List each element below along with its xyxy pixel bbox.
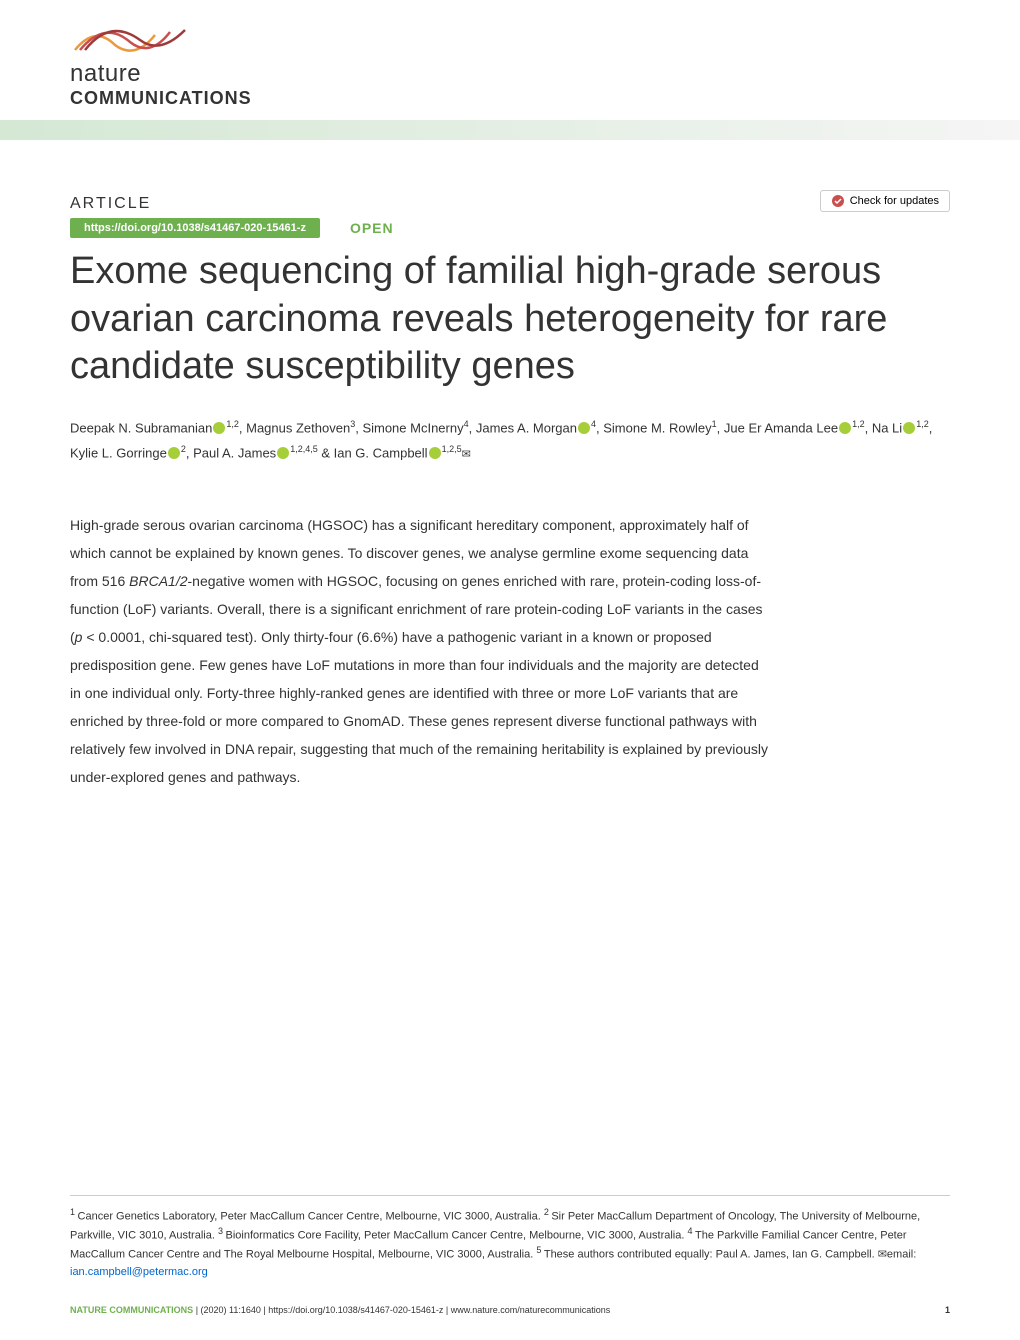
open-access-label: OPEN — [350, 220, 394, 236]
orcid-icon[interactable] — [168, 447, 180, 459]
corresponding-icon: ✉ — [462, 448, 471, 460]
orcid-icon[interactable] — [277, 447, 289, 459]
abstract-text: High-grade serous ovarian carcinoma (HGS… — [70, 511, 770, 791]
affiliations-block: 1 Cancer Genetics Laboratory, Peter MacC… — [70, 1195, 950, 1280]
affil-sup: 1,2 — [916, 419, 929, 429]
page-number: 1 — [945, 1305, 950, 1315]
affil-text: Bioinformatics Core Facility, Peter MacC… — [225, 1230, 684, 1242]
orcid-icon[interactable] — [839, 422, 851, 434]
affil-sup: 1,2,5 — [442, 444, 462, 454]
author: Kylie L. Gorringe — [70, 445, 167, 460]
corresponding-email[interactable]: ian.campbell@petermac.org — [70, 1266, 208, 1278]
affil-sup: 1 — [712, 419, 717, 429]
author: James A. Morgan — [476, 420, 577, 435]
logo-nature-text: nature — [70, 60, 270, 88]
footer-citation: (2020) 11:1640 | https://doi.org/10.1038… — [201, 1305, 611, 1315]
logo-wave-icon — [70, 20, 210, 55]
orcid-icon[interactable] — [429, 447, 441, 459]
author: Simone McInerny — [362, 420, 463, 435]
author-list: Deepak N. Subramanian1,2, Magnus Zethove… — [70, 416, 950, 466]
orcid-icon[interactable] — [578, 422, 590, 434]
author: Simone M. Rowley — [603, 420, 711, 435]
footer-journal: NATURE COMMUNICATIONS — [70, 1305, 193, 1315]
email-label: email: — [887, 1249, 916, 1261]
author: Jue Er Amanda Lee — [724, 420, 838, 435]
affil-text: These authors contributed equally: Paul … — [544, 1249, 875, 1261]
author: Na Li — [872, 420, 902, 435]
abstract-part: < 0.0001, chi-squared test). Only thirty… — [70, 629, 768, 785]
page-footer: NATURE COMMUNICATIONS | (2020) 11:1640 |… — [70, 1305, 950, 1315]
affil-sup: 1,2 — [852, 419, 865, 429]
author: Paul A. James — [193, 445, 276, 460]
affil-sup: 2 — [181, 444, 186, 454]
envelope-icon: ✉ — [878, 1249, 887, 1261]
affil-num: 1 — [70, 1207, 78, 1217]
article-section-label: ARTICLE — [70, 195, 950, 213]
affil-sup: 4 — [464, 419, 469, 429]
affil-text: Cancer Genetics Laboratory, Peter MacCal… — [78, 1211, 541, 1223]
author: Magnus Zethoven — [246, 420, 350, 435]
author: Ian G. Campbell — [334, 445, 428, 460]
affil-num: 5 — [536, 1245, 544, 1255]
author: Deepak N. Subramanian — [70, 420, 212, 435]
article-title: Exome sequencing of familial high-grade … — [70, 248, 950, 391]
orcid-icon[interactable] — [213, 422, 225, 434]
orcid-icon[interactable] — [903, 422, 915, 434]
abstract-italic: BRCA1/2 — [129, 573, 187, 589]
header-gradient-band — [0, 120, 1020, 140]
journal-logo: nature COMMUNICATIONS — [70, 20, 270, 110]
affil-sup: 3 — [350, 419, 355, 429]
affil-num: 4 — [687, 1226, 695, 1236]
affil-sup: 1,2,4,5 — [290, 444, 318, 454]
affil-sup: 1,2 — [226, 419, 239, 429]
doi-link[interactable]: https://doi.org/10.1038/s41467-020-15461… — [70, 218, 320, 238]
affil-sup: 4 — [591, 419, 596, 429]
logo-communications-text: COMMUNICATIONS — [70, 88, 270, 109]
